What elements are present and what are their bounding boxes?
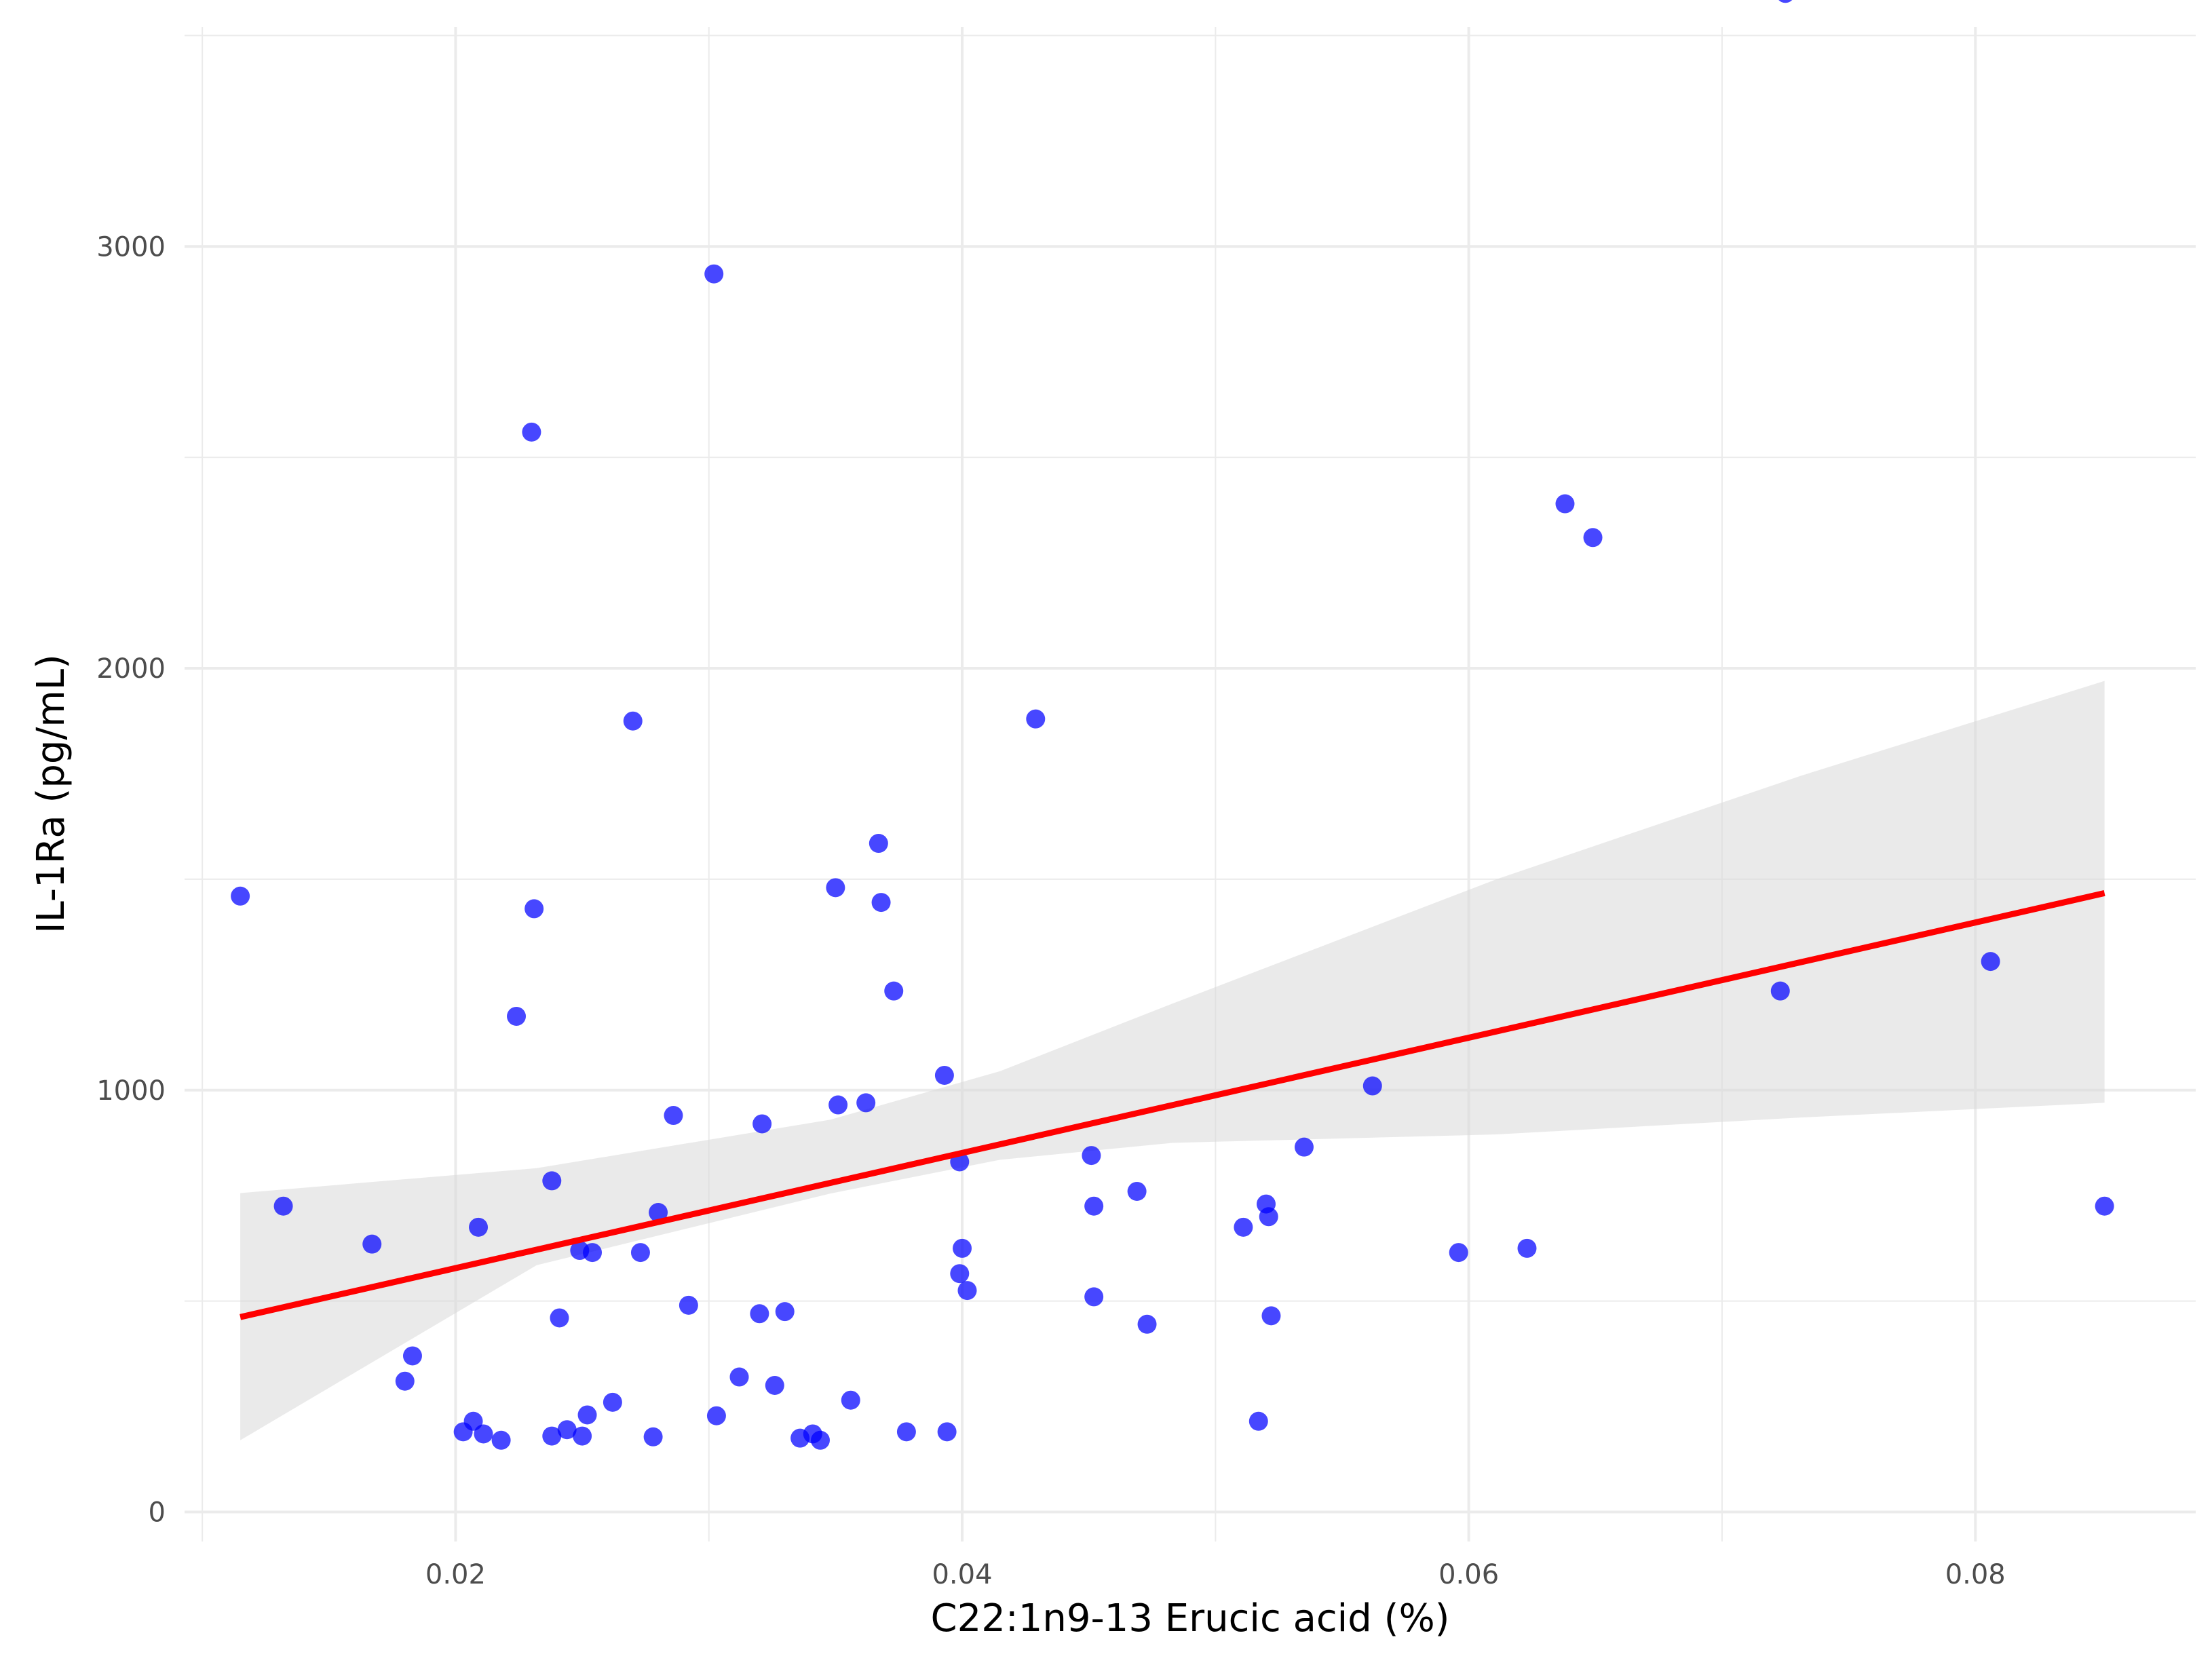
data-point (828, 1095, 848, 1115)
y-axis-title: IL-1Ra (pg/mL) (29, 654, 73, 934)
data-point (550, 1308, 569, 1328)
data-point (1127, 1181, 1147, 1201)
data-point (577, 1405, 597, 1425)
data-point (869, 834, 888, 854)
data-point (871, 893, 891, 913)
data-points (231, 0, 2114, 1450)
y-tick-label: 1000 (96, 1075, 166, 1107)
data-point (649, 1203, 668, 1223)
data-point (573, 1426, 592, 1446)
data-point (1362, 1076, 1382, 1096)
data-point (896, 1422, 916, 1442)
data-point (1517, 1238, 1537, 1258)
data-point (1770, 981, 1790, 1001)
data-point (362, 1234, 382, 1254)
data-point (1981, 952, 2000, 972)
x-tick-label: 0.04 (932, 1559, 992, 1590)
data-point (1248, 1411, 1268, 1431)
data-point (542, 1171, 562, 1191)
x-tick-label: 0.06 (1438, 1559, 1499, 1590)
data-point (1583, 528, 1603, 548)
data-point (1137, 1314, 1157, 1334)
y-tick-label: 3000 (96, 231, 166, 263)
data-point (664, 1106, 683, 1126)
data-point (957, 1281, 977, 1301)
data-point (525, 899, 544, 919)
data-point (1082, 1146, 1101, 1166)
x-tick-label: 0.08 (1945, 1559, 2006, 1590)
x-axis-ticks: 0.02 0.04 0.06 0.08 (425, 1559, 2006, 1590)
data-point (1449, 1243, 1468, 1263)
data-point (775, 1302, 795, 1322)
data-point (826, 878, 845, 898)
data-point (623, 711, 643, 731)
data-point (2095, 1196, 2114, 1216)
x-tick-label: 0.02 (425, 1559, 486, 1590)
regression-line (240, 890, 2105, 1320)
data-point (950, 1264, 970, 1284)
y-tick-label: 2000 (96, 653, 166, 685)
data-point (1294, 1137, 1314, 1157)
data-point (729, 1367, 749, 1387)
data-point (1026, 709, 1046, 729)
data-point (1555, 494, 1575, 514)
data-point (402, 1346, 422, 1366)
data-point (1778, 0, 1793, 3)
data-point (463, 1411, 483, 1431)
data-point (856, 1093, 876, 1113)
data-point (1084, 1196, 1104, 1216)
data-point (679, 1295, 698, 1315)
data-point (706, 1406, 726, 1425)
data-point (704, 264, 724, 284)
data-point (557, 1420, 577, 1440)
data-point (630, 1243, 650, 1263)
data-point (583, 1243, 603, 1263)
data-point (491, 1430, 511, 1450)
data-point (1234, 1217, 1253, 1237)
y-axis-ticks: 0 1000 2000 3000 (96, 231, 166, 1528)
data-point (474, 1424, 493, 1444)
data-point (765, 1375, 784, 1395)
data-point (273, 1196, 293, 1216)
data-point (750, 1304, 769, 1324)
data-point (469, 1217, 489, 1237)
data-point (395, 1371, 415, 1391)
data-point (937, 1422, 957, 1442)
data-point (1259, 1207, 1278, 1227)
y-tick-label: 0 (149, 1497, 166, 1528)
data-point (507, 1006, 527, 1026)
data-point (953, 1238, 972, 1258)
x-axis-title: C22:1n9-13 Erucic acid (%) (931, 1596, 1450, 1641)
data-point (1261, 1306, 1281, 1326)
data-point (934, 1065, 954, 1085)
data-point (810, 1430, 830, 1450)
data-point (841, 1390, 860, 1410)
data-point (752, 1114, 772, 1134)
data-point (542, 1426, 562, 1446)
data-point (231, 886, 250, 906)
data-point (1084, 1287, 1104, 1307)
data-point (884, 981, 904, 1001)
data-point (522, 422, 541, 442)
confidence-band (240, 681, 2105, 1440)
data-point (603, 1392, 622, 1412)
data-point (643, 1427, 663, 1446)
